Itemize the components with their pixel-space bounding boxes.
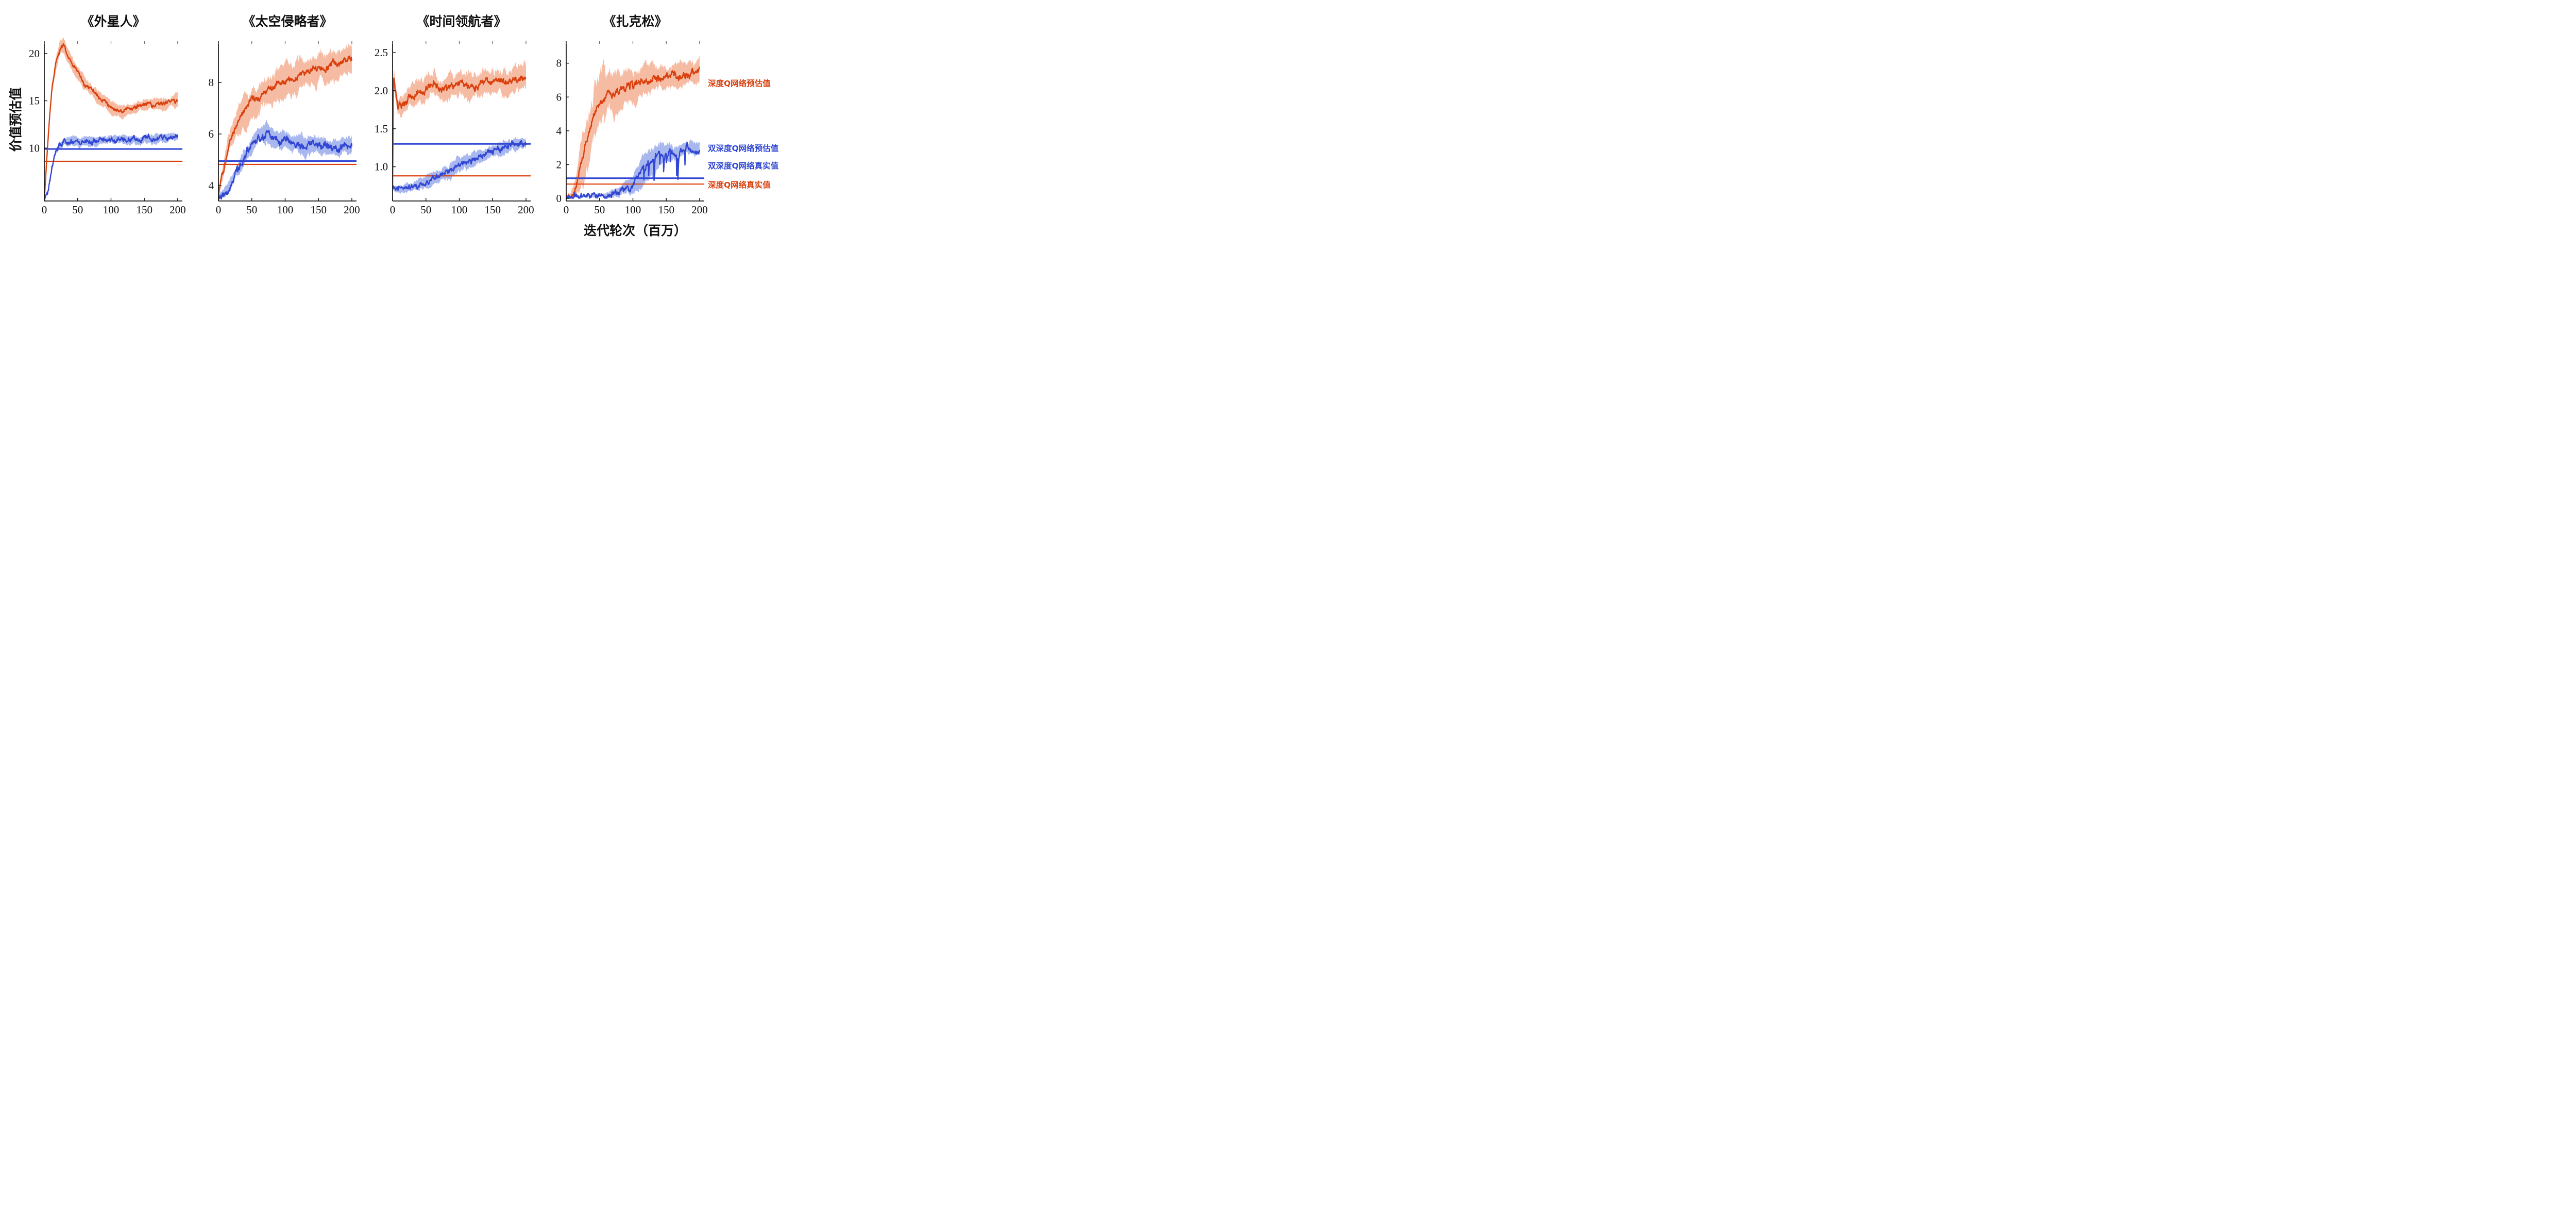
y-tick-label: 15 xyxy=(29,95,40,107)
y-tick-label: 10 xyxy=(29,142,40,154)
chart-canvas-time-pilot: 0 50 100 150 200 1.0 1.5 2.0 2.5 xyxy=(375,41,534,216)
series-line-0 xyxy=(44,43,178,200)
series-band-0 xyxy=(44,38,178,201)
series-band-0 xyxy=(566,56,700,198)
series-band-1 xyxy=(44,132,178,201)
series-line-1 xyxy=(566,142,701,199)
x-tick-label: 100 xyxy=(625,204,641,216)
series-band-0 xyxy=(393,59,526,195)
y-tick-label: 4 xyxy=(209,179,214,192)
x-tick-label: 50 xyxy=(72,204,83,216)
x-tick-label: 200 xyxy=(344,204,360,216)
x-tick-label: 50 xyxy=(420,204,431,216)
y-tick-label: 20 xyxy=(29,47,40,60)
y-tick-label: 2.0 xyxy=(375,85,388,97)
subplot-zaxxon: 《扎克松》 0 50 100 150 200 0 2 4 6 8 xyxy=(532,7,708,224)
x-tick-label: 200 xyxy=(170,204,185,216)
value-estimates-figure: 价值预估值 《外星人》 0 50 100 150 200 10 15 20 《太空侵略者》 0… xyxy=(0,0,793,246)
x-tick-label: 100 xyxy=(451,204,468,216)
y-tick-label: 2 xyxy=(556,158,562,171)
subplot-space-invaders: 《太空侵略者》 0 50 100 150 200 4 6 8 xyxy=(184,7,360,224)
y-tick-label: 6 xyxy=(556,91,562,103)
x-tick-label: 150 xyxy=(310,204,327,216)
x-tick-label: 50 xyxy=(594,204,605,216)
y-tick-label: 0 xyxy=(556,192,562,205)
series-line-1 xyxy=(44,133,179,201)
x-tick-label: 100 xyxy=(277,204,294,216)
legend-ddqn-estimate: 双深度Q网络预估值 xyxy=(708,144,779,153)
series-line-1 xyxy=(393,140,527,191)
x-tick-label: 200 xyxy=(691,204,707,216)
legend: 深度Q网络预估值 双深度Q网络预估值 双深度Q网络真实值 深度Q网络真实值 xyxy=(707,0,793,246)
x-tick-label: 100 xyxy=(103,204,120,216)
y-tick-label: 6 xyxy=(209,128,214,140)
y-tick-label: 1.0 xyxy=(375,161,388,173)
series-line-1 xyxy=(218,130,353,200)
chart-canvas-zaxxon: 0 50 100 150 200 0 2 4 6 8 xyxy=(556,41,707,216)
legend-dqn-true-value: 深度Q网络真实值 xyxy=(708,180,771,190)
y-tick-label: 2.5 xyxy=(375,46,388,59)
x-axis-label: 迭代轮次（百万） xyxy=(583,223,687,238)
x-tick-label: 0 xyxy=(390,204,396,216)
subplot-title-alien: 《外星人》 xyxy=(81,14,146,29)
chart-canvas-space-invaders: 0 50 100 150 200 4 6 8 xyxy=(209,41,360,216)
series-band-1 xyxy=(218,119,352,200)
y-tick-label: 8 xyxy=(209,76,214,89)
y-tick-label: 1.5 xyxy=(375,123,388,135)
x-tick-label: 150 xyxy=(484,204,501,216)
y-tick-label: 8 xyxy=(556,57,562,70)
subplot-title-space-invaders: 《太空侵略者》 xyxy=(242,14,333,29)
subplot-time-pilot: 《时间领航者》 0 50 100 150 200 1.0 1.5 2.0 2.5 xyxy=(359,7,534,224)
x-tick-label: 200 xyxy=(518,204,534,216)
x-tick-label: 0 xyxy=(564,204,569,216)
legend-dqn-estimate: 深度Q网络预估值 xyxy=(708,79,771,88)
series-line-0 xyxy=(566,66,700,199)
x-tick-label: 0 xyxy=(216,204,222,216)
series-line-0 xyxy=(218,55,353,194)
subplot-title-time-pilot: 《时间领航者》 xyxy=(416,14,507,29)
y-tick-label: 4 xyxy=(556,125,562,137)
subplot-alien: 《外星人》 0 50 100 150 200 10 15 20 xyxy=(10,7,185,224)
x-tick-label: 150 xyxy=(136,204,152,216)
x-tick-label: 0 xyxy=(42,204,47,216)
x-tick-label: 150 xyxy=(658,204,674,216)
subplot-title-zaxxon: 《扎克松》 xyxy=(603,14,668,29)
legend-ddqn-true-value: 双深度Q网络真实值 xyxy=(708,161,779,171)
x-tick-label: 50 xyxy=(246,204,257,216)
series-band-0 xyxy=(218,42,352,200)
series-line-0 xyxy=(393,75,527,189)
chart-canvas-alien: 0 50 100 150 200 10 15 20 xyxy=(29,38,185,216)
